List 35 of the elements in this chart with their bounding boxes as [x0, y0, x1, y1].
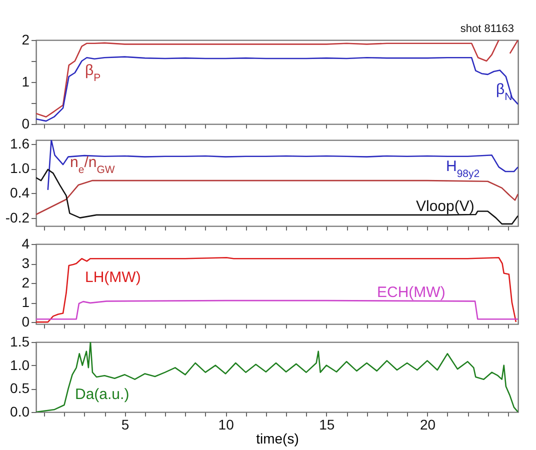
y-tick-label: 1.5: [10, 334, 30, 350]
line-series: [36, 257, 517, 323]
y-tick-label: 1: [22, 294, 30, 310]
y-tick-label: -0.2: [5, 209, 30, 226]
line-series: [36, 300, 518, 320]
y-tick-label: 0: [22, 314, 30, 330]
y-tick-label: 0.5: [10, 380, 30, 396]
y-tick-label: 0: [22, 116, 30, 132]
series-label: Vloop(V): [416, 198, 474, 215]
x-tick-label: 15: [319, 416, 335, 432]
y-tick-label: 0.4: [10, 184, 30, 201]
y-tick-label: 1: [22, 74, 30, 90]
series-label: β$_{P}$: [85, 62, 101, 84]
line-series: [47, 140, 518, 191]
series-label: H$_{98y2}$: [446, 158, 480, 180]
y-tick-label: 4: [22, 236, 30, 252]
series-label: LH(MW): [85, 269, 141, 286]
y-tick-label: 1.0: [10, 160, 30, 176]
series-label: Da(a.u.): [75, 386, 130, 403]
line-series: [36, 180, 518, 216]
line-series: [36, 56, 518, 122]
y-tick-label: 0.0: [10, 404, 30, 420]
y-tick-label: 3: [22, 255, 30, 272]
y-tick-label: 1.0: [10, 356, 30, 373]
y-tick-label: 1.6: [10, 136, 30, 152]
x-axis-title: time(s): [256, 430, 299, 446]
x-tick-label: 5: [121, 416, 130, 432]
x-tick-label: 10: [218, 416, 234, 432]
y-tick-label: 2: [22, 32, 30, 48]
series-label: ECH(MW): [377, 284, 446, 301]
chart-title: shot 81163: [460, 23, 514, 35]
line-series: [36, 342, 518, 412]
series-label: n$_{e}$/n$_{GW}$: [70, 154, 115, 176]
x-tick-label: 20: [420, 416, 436, 432]
y-tick-label: 2: [22, 274, 30, 291]
